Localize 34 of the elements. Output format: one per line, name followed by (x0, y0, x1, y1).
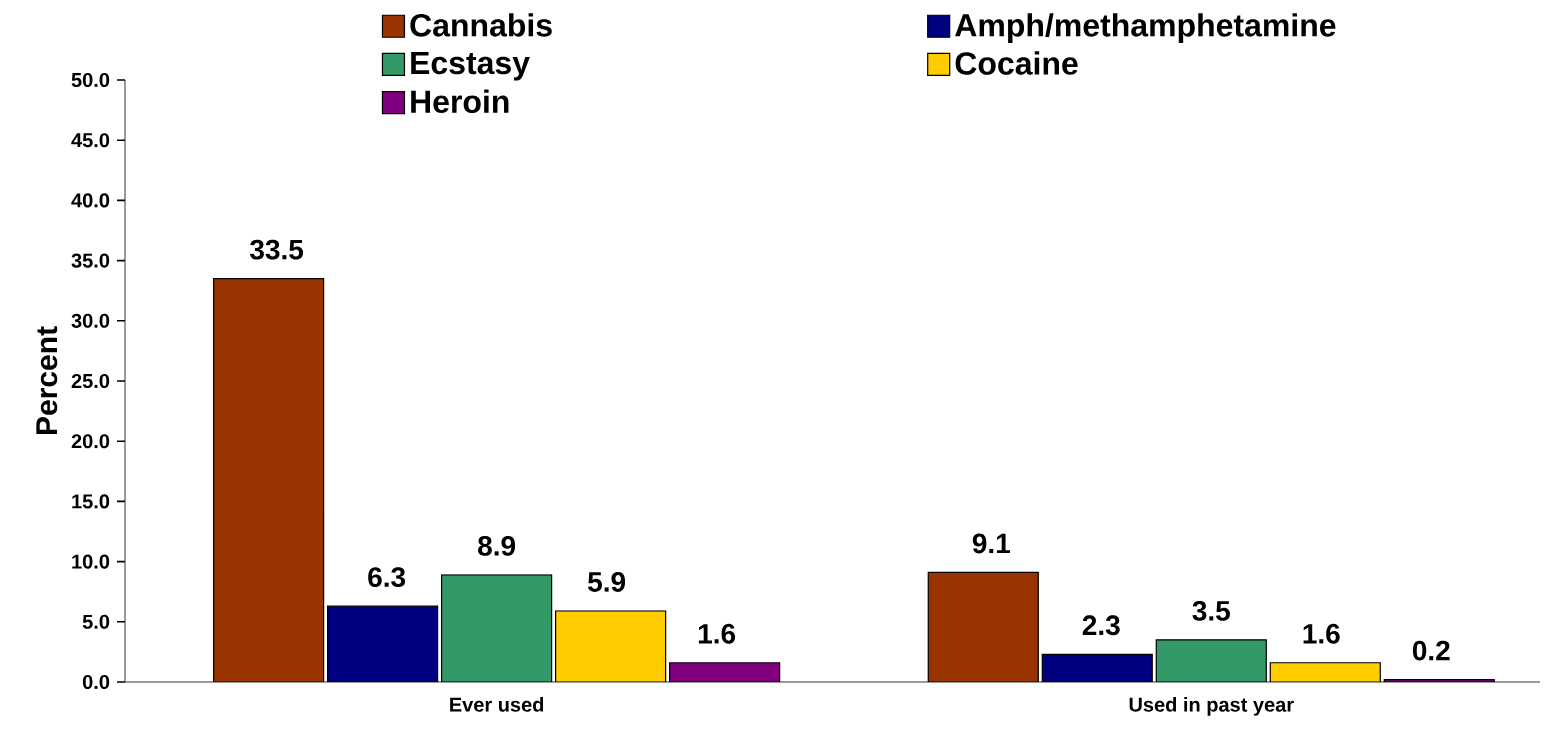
bar (1041, 653, 1153, 682)
data-label: 5.9 (588, 572, 626, 592)
y-tick-label: 5.0 (82, 614, 110, 629)
legend-label: Cannabis (410, 13, 552, 37)
y-tick-label: 20.0 (71, 434, 110, 449)
x-tick-label: Ever used (450, 697, 544, 712)
y-tick-label: 40.0 (71, 193, 110, 208)
y-tick-label: 10.0 (72, 554, 110, 569)
data-label: 8.9 (478, 535, 516, 556)
y-tick-label: 0.0 (82, 674, 110, 690)
y-tick-label: 45.0 (71, 133, 110, 148)
y-tick-label: 35.0 (71, 253, 110, 268)
data-label: 0.2 (1412, 640, 1450, 661)
bar (441, 574, 552, 682)
data-label: 9.1 (972, 533, 1010, 554)
y-tick-label: 15.0 (72, 494, 110, 509)
bar (669, 662, 780, 682)
data-label: 3.5 (1192, 600, 1230, 621)
legend-label: Ecstasy (411, 51, 530, 81)
data-label: 1.6 (698, 623, 736, 644)
bar (1155, 639, 1267, 682)
bar (327, 606, 438, 682)
data-label: 2.3 (1082, 615, 1120, 636)
y-axis-title: Percent (36, 326, 58, 435)
data-label: 1.6 (1303, 623, 1340, 644)
legend-label: Amph/methamphetamine (955, 13, 1336, 43)
y-tick-label: 25.0 (71, 373, 110, 389)
data-label: 6.3 (368, 567, 406, 588)
legend-label: Heroin (411, 89, 509, 114)
y-tick-label: 50.0 (71, 72, 110, 88)
x-tick-label: Used in past year (1129, 697, 1294, 716)
y-tick-label: 30.0 (71, 313, 110, 328)
data-label: 33.5 (250, 239, 304, 260)
legend-label: Cocaine (955, 51, 1078, 75)
